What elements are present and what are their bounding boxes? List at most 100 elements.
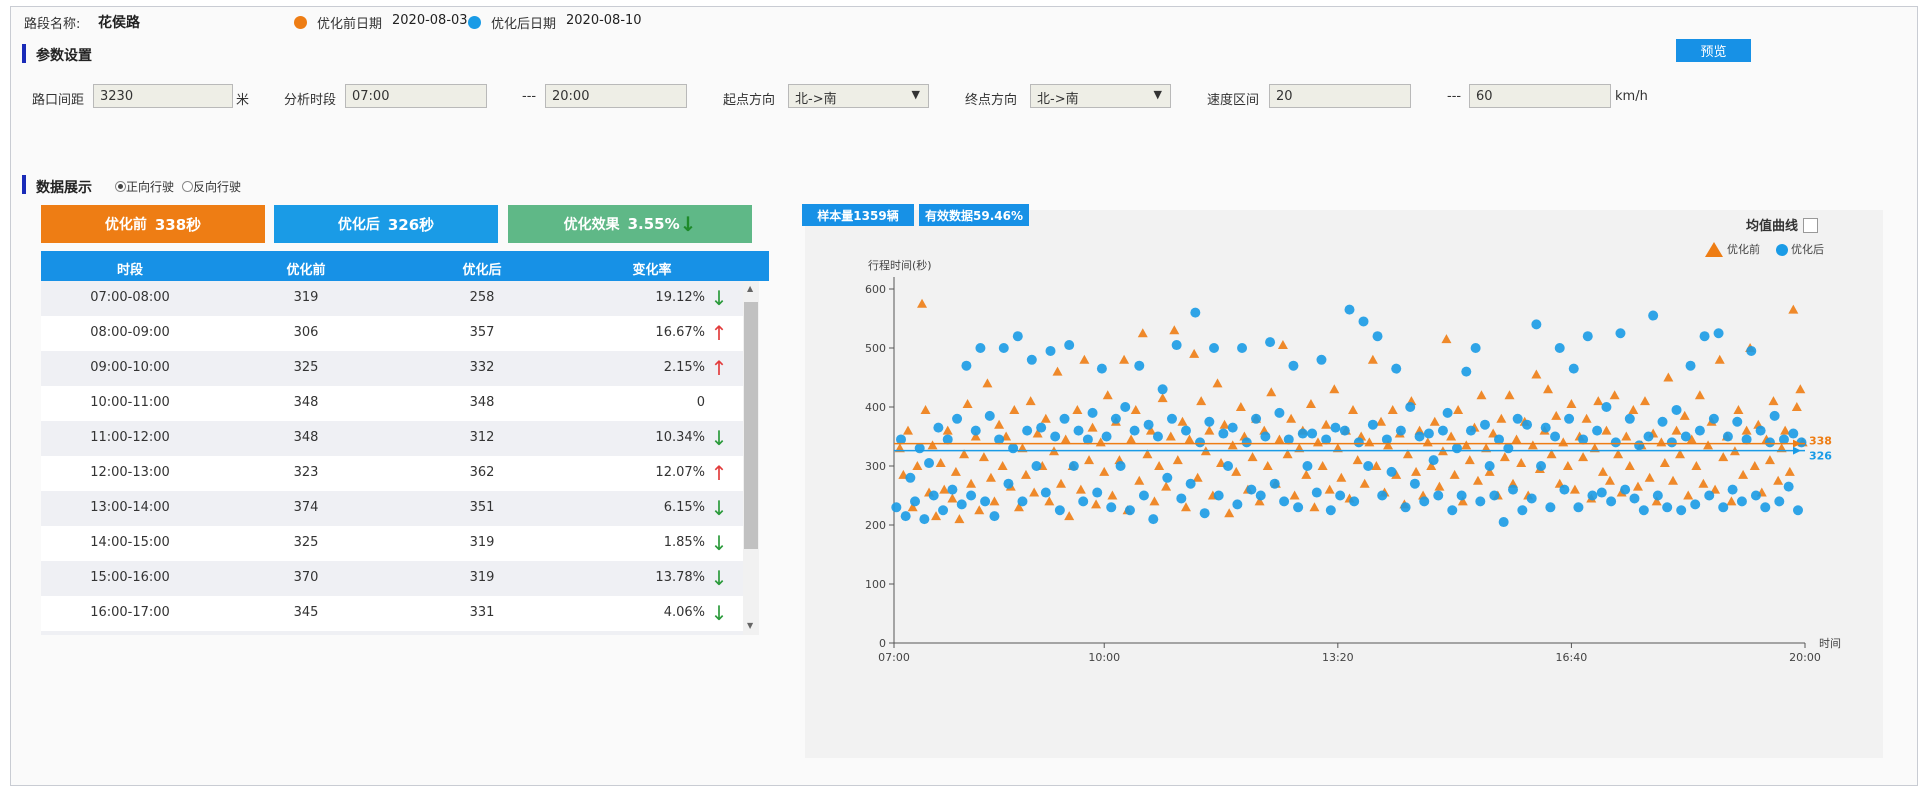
after-point	[1433, 490, 1444, 501]
cell-after: 357	[469, 325, 495, 340]
x-tick-label: 07:00	[878, 651, 910, 664]
cell-before: 325	[293, 360, 319, 375]
legend-after-label: 优化后	[1791, 242, 1824, 256]
scroll-up-icon[interactable]: ▲	[747, 284, 754, 293]
after-point	[1129, 425, 1140, 436]
before-point	[1180, 502, 1191, 512]
before-point	[1169, 325, 1180, 335]
after-point	[1643, 431, 1654, 442]
radio-forward[interactable]: 正向行驶	[115, 178, 174, 195]
after-point	[1559, 484, 1570, 495]
before-date-label: 优化前日期	[317, 17, 383, 32]
x-tick-label: 13:20	[1322, 651, 1354, 664]
scroll-thumb[interactable]	[744, 302, 758, 549]
cell-after: 319	[469, 535, 495, 550]
after-point	[1704, 490, 1715, 501]
after-point	[1699, 331, 1710, 342]
before-point	[1441, 334, 1452, 344]
before-point	[966, 478, 977, 488]
period-end-input[interactable]	[545, 84, 687, 108]
after-point	[1227, 422, 1238, 433]
after-point	[1470, 343, 1481, 353]
after-point	[1690, 499, 1701, 510]
y-tick-label: 600	[865, 283, 886, 296]
before-point	[931, 511, 942, 521]
before-point	[1192, 472, 1203, 482]
before-point	[1446, 431, 1457, 441]
before-point	[1749, 461, 1760, 470]
after-point	[1246, 484, 1257, 495]
before-point	[1161, 481, 1172, 491]
before-point	[1383, 440, 1394, 450]
after-point	[905, 472, 916, 483]
radio-forward-label: 正向行驶	[126, 180, 175, 194]
mean-curve-toggle[interactable]: 均值曲线	[1746, 215, 1818, 234]
after-point	[942, 434, 953, 445]
after-point	[1003, 478, 1014, 489]
after-point	[1760, 502, 1771, 513]
before-point	[1025, 396, 1036, 406]
after-point	[1106, 502, 1117, 513]
after-point	[1666, 437, 1677, 448]
before-point	[1461, 440, 1472, 450]
before-point	[1134, 475, 1145, 485]
before-point	[1060, 434, 1071, 444]
before-point	[1422, 437, 1433, 447]
cell-period: 12:00-13:00	[90, 465, 170, 480]
after-point	[1279, 496, 1290, 507]
before-point	[1679, 410, 1690, 420]
speed-dash: ---	[1447, 89, 1462, 104]
before-point	[1052, 366, 1063, 376]
before-point	[939, 484, 950, 494]
radio-checked-icon	[115, 181, 126, 192]
after-date: 2020-08-10	[566, 13, 642, 28]
cell-before: 370	[293, 570, 319, 585]
before-point	[935, 458, 946, 468]
radio-reverse[interactable]: 反向行驶	[182, 178, 241, 195]
cell-before: 323	[293, 465, 319, 480]
preview-button[interactable]: 预览	[1676, 39, 1751, 62]
after-point	[1377, 490, 1388, 501]
before-point	[962, 399, 973, 409]
before-point	[1484, 466, 1495, 476]
after-point	[1152, 431, 1163, 442]
table-row	[41, 631, 751, 635]
after-point	[1274, 407, 1285, 418]
after-point	[1493, 434, 1504, 445]
before-point	[1651, 496, 1662, 506]
before-point	[920, 404, 931, 414]
after-point	[1124, 505, 1135, 516]
speed-max-input[interactable]	[1469, 84, 1611, 108]
start-direction-value: 北->南	[795, 92, 837, 107]
after-point	[1012, 331, 1023, 342]
period-start-input[interactable]	[345, 84, 487, 108]
intersection-distance-input[interactable]	[93, 84, 233, 108]
col-rate-header: 变化率	[632, 263, 672, 278]
after-point	[1008, 443, 1019, 454]
before-point	[997, 461, 1008, 470]
after-point	[896, 434, 907, 445]
speed-min-input[interactable]	[1269, 84, 1411, 108]
before-point	[1511, 434, 1522, 444]
scroll-down-icon[interactable]: ▼	[747, 621, 754, 630]
after-point	[1671, 404, 1682, 415]
before-point	[1613, 449, 1624, 459]
after-summary-value: 326秒	[387, 215, 435, 234]
after-point	[1792, 505, 1803, 516]
before-point	[1668, 475, 1679, 485]
after-point	[1143, 419, 1154, 430]
table-scrollbar[interactable]: ▲ ▼	[743, 281, 759, 635]
after-point	[980, 496, 991, 507]
legend-before-label: 优化前	[1727, 242, 1760, 256]
table-row: 11:00-12:00 348 312 10.34% ↓	[41, 421, 751, 456]
after-point	[1209, 343, 1220, 353]
after-point	[900, 511, 911, 522]
end-direction-select[interactable]: 北->南 ▼	[1030, 84, 1171, 108]
y-tick-label: 200	[865, 519, 886, 532]
up-arrow-icon: ↑	[710, 356, 728, 380]
after-point	[1265, 337, 1276, 348]
start-direction-select[interactable]: 北->南 ▼	[788, 84, 929, 108]
after-point	[1204, 416, 1215, 427]
mean-curve-checkbox[interactable]	[1802, 218, 1818, 233]
before-point	[1204, 425, 1215, 435]
